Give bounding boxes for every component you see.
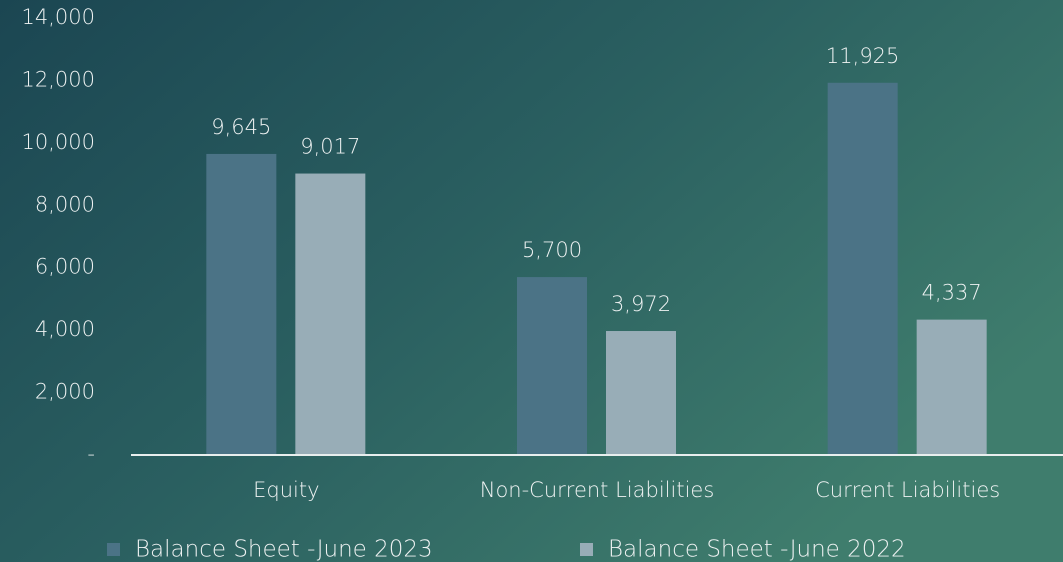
x-tick-label: Non-Current Liabilities bbox=[480, 478, 715, 502]
x-tick-label: Equity bbox=[253, 478, 319, 502]
bar bbox=[916, 319, 987, 455]
legend-swatch bbox=[107, 543, 120, 556]
value-label: 11,925 bbox=[826, 44, 899, 68]
y-tick-label: 10,000 bbox=[22, 130, 95, 154]
legend-label: Balance Sheet -June 2022 bbox=[608, 537, 906, 562]
bar bbox=[206, 153, 277, 455]
value-label: 9,645 bbox=[211, 115, 271, 139]
legend-swatch bbox=[580, 543, 593, 556]
value-label: 9,017 bbox=[300, 135, 360, 159]
y-tick-label: 8,000 bbox=[35, 192, 95, 216]
y-tick-label: 12,000 bbox=[22, 67, 95, 91]
y-tick-label: 2,000 bbox=[35, 380, 95, 404]
bar bbox=[517, 277, 587, 455]
value-label: 5,700 bbox=[522, 238, 582, 262]
bar bbox=[295, 173, 366, 456]
y-tick-label: - bbox=[87, 442, 95, 466]
legend-label: Balance Sheet -June 2023 bbox=[135, 537, 433, 562]
y-tick-label: 14,000 bbox=[22, 5, 95, 29]
value-label: 3,972 bbox=[611, 292, 671, 316]
x-tick-label: Current Liabilities bbox=[815, 478, 1000, 502]
y-tick-label: 6,000 bbox=[35, 255, 95, 279]
y-tick-label: 4,000 bbox=[35, 317, 95, 341]
bar bbox=[827, 82, 898, 455]
value-label: 4,337 bbox=[922, 281, 982, 305]
bar bbox=[606, 331, 676, 455]
